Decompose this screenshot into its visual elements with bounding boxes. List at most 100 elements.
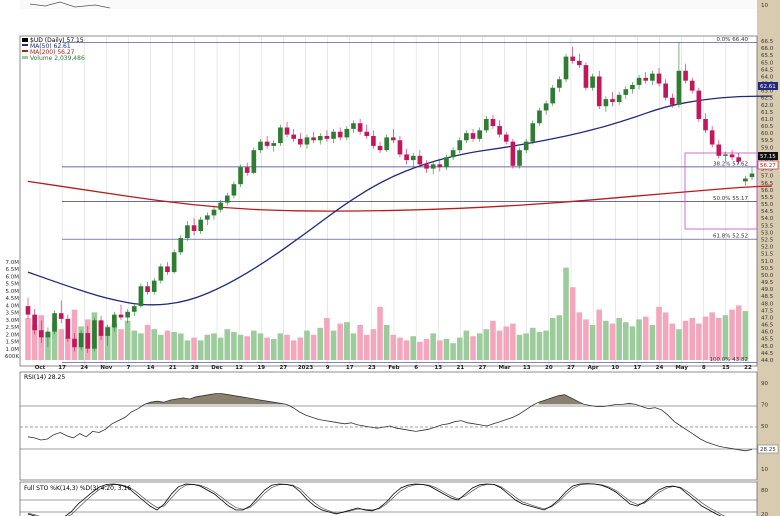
volume-bar <box>138 333 144 360</box>
ma200-tag: 56.27 <box>760 163 776 169</box>
candle-body <box>576 60 582 66</box>
date-label: May <box>675 365 688 371</box>
candle-body <box>98 320 104 336</box>
right-frame <box>757 0 780 516</box>
candle-body <box>364 131 370 136</box>
volume-bar <box>204 334 211 360</box>
volume-bar <box>390 334 397 360</box>
volume-bar <box>609 323 616 360</box>
price-tick: 59.0 <box>761 145 774 151</box>
volume-tick: 1.0M <box>6 347 20 353</box>
candle-body <box>125 311 130 318</box>
date-label: 17 <box>346 365 354 371</box>
volume-bar <box>337 323 343 360</box>
price-tick: 62.0 <box>761 103 774 109</box>
volume-bar <box>470 336 476 360</box>
candle-body <box>211 209 217 216</box>
candle-body <box>537 110 542 124</box>
price-tick: 45.0 <box>761 344 774 350</box>
date-label: 19 <box>257 365 265 371</box>
rsi-panel: RSI(14) 28.25 9070503010 28.25 <box>19 371 779 481</box>
candle-body <box>258 141 263 151</box>
volume-bar <box>742 311 749 360</box>
volume-axis: 7.0M6.5M6.0M 5.5M5.0M4.5M4.0M 3.5M3.0M2.5M… <box>5 260 19 360</box>
candle-body <box>643 77 649 81</box>
rsi-tick: 10 <box>761 467 768 473</box>
volume-bar <box>270 339 277 360</box>
date-label: 17 <box>634 365 642 371</box>
candle-body <box>464 133 469 141</box>
volume-tick: 5.5M <box>6 282 20 288</box>
date-axis: Oct 17 24 Nov 7 14 21 28 Dec 12 19 27 2023 9 17 23 Feb 6 1… <box>35 365 752 371</box>
volume-bar <box>450 343 456 360</box>
candle-body <box>716 144 722 156</box>
rsi-line <box>27 393 753 452</box>
fibonacci-lines <box>62 42 757 363</box>
candle-body <box>224 195 230 203</box>
candle-body <box>623 89 629 95</box>
candle-body <box>45 331 51 338</box>
candle-body <box>683 70 688 81</box>
price-tick: 57.0 <box>761 174 774 180</box>
candle-body <box>105 327 111 336</box>
candle-body <box>357 123 363 132</box>
price-tick: 60.5 <box>761 124 774 130</box>
sto-tick: 20 <box>761 512 768 516</box>
volume-bar <box>530 327 536 360</box>
date-label: Feb <box>388 365 399 371</box>
price-tick: 54.0 <box>761 216 774 222</box>
volume-bar <box>669 323 676 360</box>
candle-body <box>457 140 463 151</box>
candle-body <box>663 83 668 98</box>
volume-bar <box>403 340 410 360</box>
rsi-tick: 70 <box>761 402 768 408</box>
volume-tick: 2.5M <box>6 325 20 331</box>
volume-bar <box>696 323 702 360</box>
volume-bar <box>264 337 270 360</box>
volume-bar <box>589 325 596 360</box>
candle-body <box>58 313 64 319</box>
volume-bar <box>715 318 722 360</box>
volume-tick: 600K <box>5 354 19 360</box>
price-tick: 63.0 <box>761 89 774 95</box>
candle-body <box>218 202 223 210</box>
date-label: 23 <box>368 365 376 371</box>
volume-bar <box>111 323 118 360</box>
volume-bar <box>231 332 237 360</box>
volume-bar <box>350 333 357 360</box>
price-tick: 49.5 <box>761 280 774 286</box>
candle-body <box>603 99 609 107</box>
volume-bar <box>244 336 250 360</box>
price-tick: 60.0 <box>761 131 774 137</box>
sto-tick: 80 <box>761 488 768 494</box>
price-tick: 61.5 <box>761 110 774 116</box>
price-tick: 45.5 <box>761 337 774 343</box>
candle-body <box>278 127 283 144</box>
price-tick: 44.0 <box>761 358 774 364</box>
date-label: 13 <box>523 365 531 371</box>
date-label: 9 <box>326 365 330 371</box>
volume-bar <box>623 322 629 360</box>
candle-body <box>517 150 522 166</box>
date-label: Nov <box>100 365 112 371</box>
date-label: Mar <box>499 365 511 371</box>
volume-bar <box>257 333 264 360</box>
date-label: Apr <box>588 365 599 371</box>
volume-bar <box>682 320 689 360</box>
volume-bar <box>556 315 563 360</box>
candle-body <box>510 141 516 166</box>
rsi-legend: RSI(14) 28.25 <box>24 374 65 381</box>
rsi-tick: 50 <box>761 424 768 430</box>
legend: $UD (Daily) 57.15 MA(50) 62.61 MA(200) 5… <box>22 37 85 62</box>
candle-body <box>470 133 476 139</box>
date-label: 8 <box>702 365 706 371</box>
volume-bar <box>649 325 656 360</box>
volume-bar <box>629 326 636 360</box>
fib-label: 0.0% 66.40 <box>717 37 749 43</box>
price-tick: 61.0 <box>761 117 774 123</box>
volume-bar <box>596 309 603 360</box>
volume-bar <box>51 322 58 360</box>
candle-body <box>205 215 210 220</box>
date-label: 27 <box>479 365 487 371</box>
volume-bar <box>324 318 330 360</box>
